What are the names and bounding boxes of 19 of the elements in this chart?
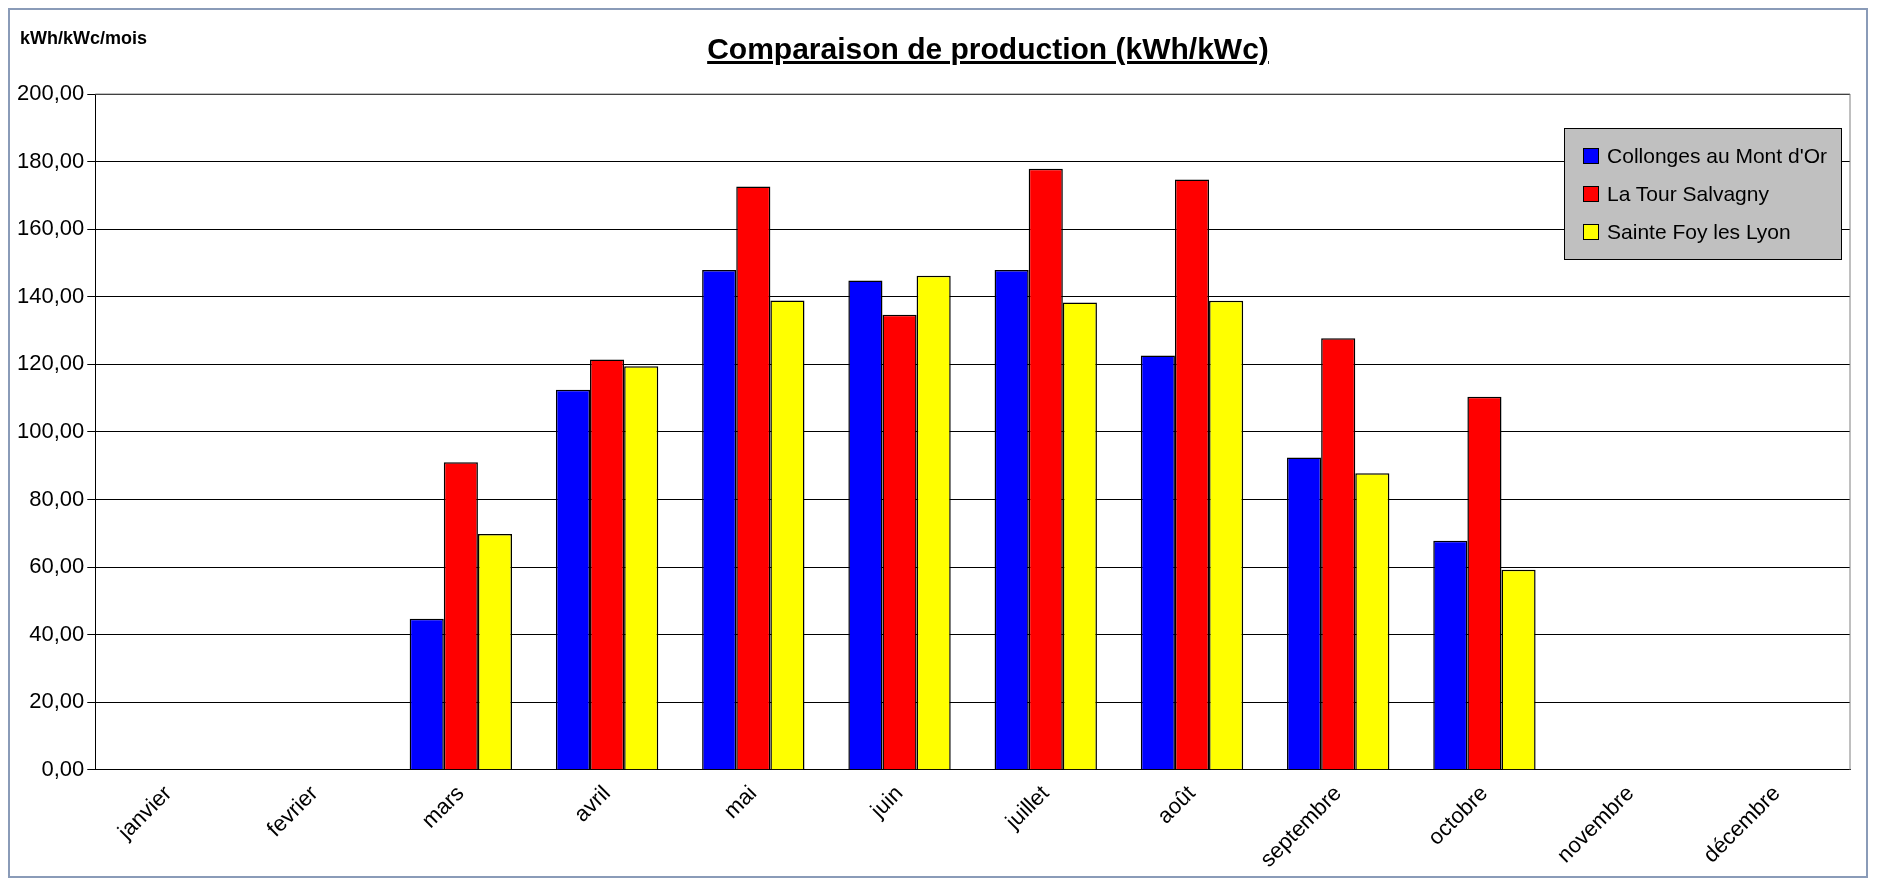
legend-label: Sainte Foy les Lyon: [1607, 220, 1791, 244]
x-tick-label: mai: [718, 780, 762, 824]
x-tick-label: juin: [864, 780, 908, 823]
y-tick-label: 200,00: [16, 80, 85, 106]
x-tick-label: août: [1151, 780, 1200, 829]
y-tick-label: 20,00: [29, 688, 85, 714]
legend-label: La Tour Salvagny: [1607, 182, 1769, 206]
y-tick-label: 140,00: [16, 282, 85, 308]
y-tick-label: 40,00: [29, 620, 85, 646]
chart-title: Comparaison de production (kWh/kWc): [707, 32, 1269, 65]
y-tick-label: 80,00: [29, 485, 85, 511]
legend-label: Collonges au Mont d'Or: [1607, 144, 1827, 168]
y-tick-label: 100,00: [16, 417, 85, 443]
y-tick-label: 180,00: [16, 147, 85, 173]
y-tick-label: 160,00: [16, 215, 85, 241]
y-tick-label: 60,00: [29, 553, 85, 579]
y-tick-label: 0,00: [41, 755, 85, 781]
y-tick-label: 120,00: [16, 350, 85, 376]
y-axis-title: kWh/kWc/mois: [20, 28, 148, 49]
